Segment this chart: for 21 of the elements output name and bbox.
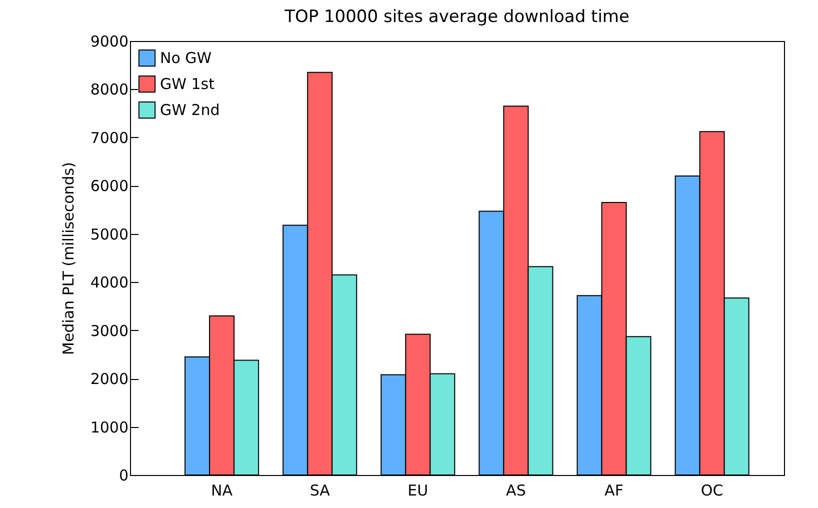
y-tick-label: 1000 bbox=[90, 418, 128, 436]
x-tick-label: AF bbox=[604, 482, 624, 500]
y-tick-label: 3000 bbox=[90, 322, 128, 340]
x-tick-label: OC bbox=[700, 482, 724, 500]
y-tick-label: 6000 bbox=[90, 177, 128, 196]
y-tick-label: 4000 bbox=[90, 274, 128, 292]
y-tick-label: 7000 bbox=[90, 128, 128, 147]
legend-label: No GW bbox=[160, 49, 212, 67]
legend-label: GW 2nd bbox=[160, 101, 220, 119]
y-tick-label: 9000 bbox=[90, 32, 128, 50]
x-tick-label: NA bbox=[211, 482, 234, 500]
x-tick-label: AS bbox=[506, 482, 526, 500]
y-tick-label: 0 bbox=[118, 466, 128, 484]
y-tick-label: 2000 bbox=[90, 370, 128, 388]
y-tick-label: 8000 bbox=[90, 80, 128, 99]
y-tick-label: 5000 bbox=[90, 225, 128, 244]
x-tick-label: EU bbox=[408, 482, 428, 500]
chart-title: TOP 10000 sites average download time bbox=[284, 7, 630, 27]
y-axis-title: Median PLT (milliseconds) bbox=[59, 162, 78, 355]
legend-label: GW 1st bbox=[160, 75, 215, 93]
x-tick-label: SA bbox=[310, 482, 331, 500]
